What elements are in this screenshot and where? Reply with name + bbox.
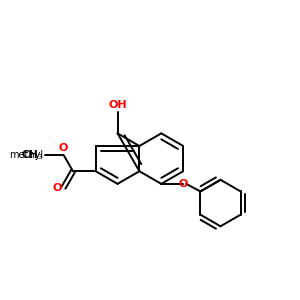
Text: OH: OH — [108, 100, 127, 110]
Text: O: O — [53, 183, 62, 193]
Text: O: O — [178, 179, 188, 189]
Text: CH$_3$: CH$_3$ — [21, 148, 43, 162]
Text: O: O — [59, 142, 68, 152]
Text: methyl: methyl — [9, 150, 43, 160]
